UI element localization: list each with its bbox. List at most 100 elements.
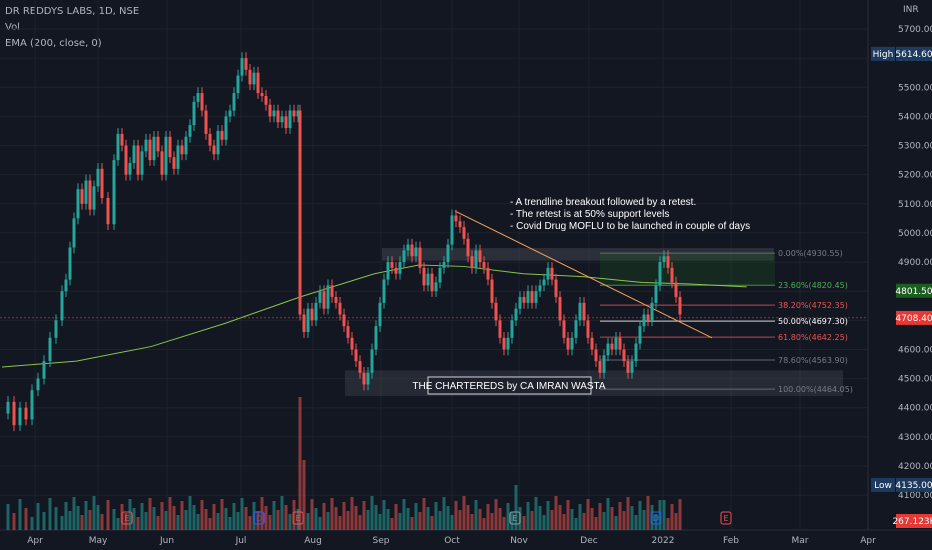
candle-body [256, 72, 260, 94]
volume-bar [18, 499, 22, 530]
candle-body [224, 116, 228, 140]
candle-body [204, 110, 208, 134]
candle-body [68, 247, 72, 280]
y-tick-label: 4400.00 [898, 404, 932, 414]
candle-body [574, 320, 578, 338]
candle-body [626, 361, 630, 373]
volume-bar [208, 518, 212, 530]
candle-body [398, 262, 402, 274]
vol-label: Vol [5, 22, 20, 33]
volume-bar [598, 503, 602, 530]
volume-bar [626, 497, 630, 530]
event-marker-label: E [512, 514, 517, 523]
volume-bar [570, 509, 574, 530]
x-tick-label: Jun [159, 536, 174, 546]
candle-body [382, 279, 386, 303]
x-tick-label: Feb [723, 536, 739, 546]
candle-body [350, 337, 354, 350]
candle-body [60, 291, 64, 321]
volume-bar [256, 511, 260, 530]
candle-body [562, 320, 566, 338]
volume-bar [284, 505, 288, 530]
event-marker-label: D [653, 514, 659, 523]
x-tick-label: 2022 [652, 536, 675, 546]
volume-bar [298, 397, 302, 530]
volume-bar [176, 515, 180, 530]
candle-body [240, 58, 244, 76]
candle-body [192, 101, 196, 126]
candle-body [666, 256, 670, 268]
price-label-bg [896, 46, 932, 61]
volume-bar [188, 496, 192, 530]
y-tick-label: 4200.00 [898, 462, 932, 472]
volume-bar [634, 515, 638, 530]
candle-body [490, 279, 494, 303]
candle-body [310, 308, 314, 321]
ema-label: EMA (200, close, 0) [5, 38, 102, 49]
candle-body [342, 314, 346, 327]
candle-body [386, 262, 390, 280]
volume-bar [168, 497, 172, 530]
legend: DR REDDYS LABS, 1D, NSE Vol EMA (200, cl… [5, 4, 139, 52]
candle-body [136, 145, 140, 175]
candle-body [414, 247, 418, 257]
fib-label: 61.80%(4642.25) [778, 333, 848, 342]
candle-body [546, 267, 550, 280]
candle-body [12, 401, 16, 426]
volume-bar [128, 499, 132, 530]
y-tick-label: 5000.00 [898, 229, 932, 239]
event-marker-label: E [124, 514, 129, 523]
volume-bar [554, 496, 558, 530]
volume-bar [646, 496, 650, 530]
event-marker [650, 511, 662, 525]
volume-bar [236, 512, 240, 530]
volume-bar [12, 513, 16, 530]
candle-body [442, 262, 446, 268]
volume-bar [542, 515, 546, 530]
volume-bar [354, 506, 358, 530]
candle-body [128, 163, 132, 175]
candle-body [54, 320, 58, 338]
volume-bar [272, 501, 276, 530]
candle-body [426, 273, 430, 286]
volume-bar [310, 499, 314, 530]
watermark-text: THE CHARTEREDS by CA IMRAN WASTA [412, 381, 606, 392]
volume-bar [538, 506, 542, 530]
candle-body [578, 302, 582, 321]
volume-bar [574, 518, 578, 530]
volume-bar [666, 518, 670, 530]
volume-bar [76, 506, 80, 530]
candle-body [106, 197, 110, 225]
candle-body [594, 349, 598, 362]
candle-body [422, 267, 426, 286]
candle-body [184, 136, 188, 155]
price-label-bg [896, 283, 932, 298]
candle-body [64, 279, 68, 292]
candle-body [630, 361, 634, 373]
candle-body [292, 110, 296, 117]
candle-body [318, 291, 322, 303]
volume-bar [148, 498, 152, 530]
candle-body [558, 297, 562, 321]
volume-bar [498, 508, 502, 530]
volume-bar [526, 502, 530, 530]
volume-bar [36, 503, 40, 530]
volume-bar [438, 511, 442, 530]
volume-bar [390, 518, 394, 530]
fib-label: 100.00%(4464.05) [778, 385, 853, 394]
candle-body [638, 326, 642, 344]
candle-body [554, 279, 558, 298]
y-tick-label: 4300.00 [898, 433, 932, 443]
volume-bar [514, 485, 518, 530]
candle-body [434, 282, 438, 292]
candle-body [298, 110, 302, 315]
candle-body [116, 133, 120, 161]
volume-bar [54, 507, 58, 530]
volume-bar [650, 505, 654, 530]
volume-bar [386, 509, 390, 530]
price-label: 4708.40 [895, 314, 932, 324]
volume-bar [296, 509, 300, 530]
volume-bar [374, 505, 378, 530]
candle-body [526, 291, 530, 303]
